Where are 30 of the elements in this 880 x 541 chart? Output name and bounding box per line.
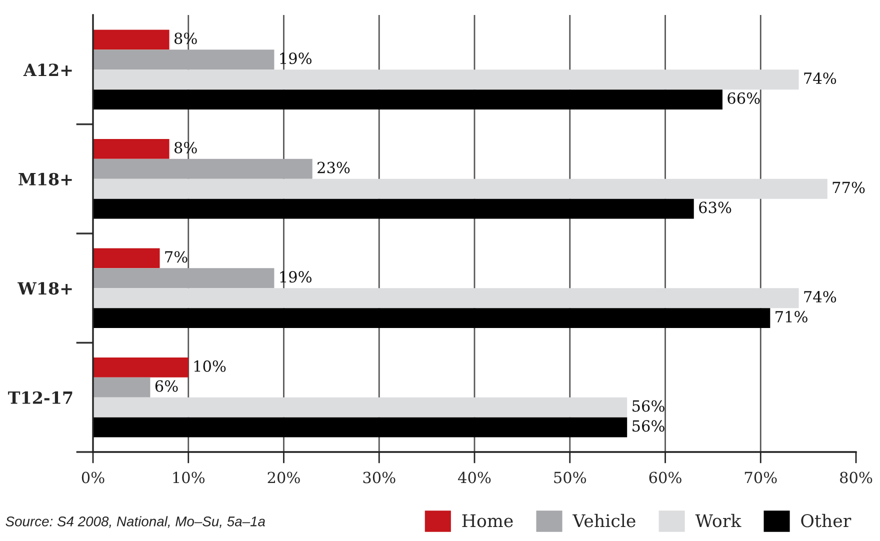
y-tick-label: W18+ [18,282,72,295]
legend-label: Work [695,514,742,528]
data-label: 6% [155,380,178,392]
x-tick-label: 60% [649,472,682,484]
legend-label: Vehicle [572,514,636,528]
y-tick-label: T12-17 [8,391,72,404]
data-label: 7% [165,251,188,263]
data-label: 74% [804,72,836,84]
legend-label: Other [801,514,852,528]
legend-label: Home [462,514,513,528]
x-tick-label: 30% [363,472,396,484]
data-label: 63% [699,202,732,214]
y-tick-label: A12+ [23,64,72,76]
x-tick-label: 70% [744,472,777,484]
data-label: 10% [194,360,226,372]
x-tick-label: 80% [840,472,872,484]
x-tick-label: 50% [554,472,586,484]
data-label: 66% [728,92,760,104]
x-tick-label: 40% [458,472,491,484]
data-label: 77% [832,182,865,194]
data-label: 56% [632,420,664,432]
x-tick-label: 0% [82,472,104,484]
x-tick-label: 20% [268,472,300,484]
source-note: Source: S4 2008, National, Mo–Su, 5a–1a [6,516,266,528]
data-label: 56% [632,400,664,412]
data-label: 23% [318,162,350,174]
data-label: 74% [804,290,836,303]
y-tick-label: M18+ [18,172,72,186]
x-tick-label: 10% [173,472,205,484]
data-label: 71% [776,310,808,322]
